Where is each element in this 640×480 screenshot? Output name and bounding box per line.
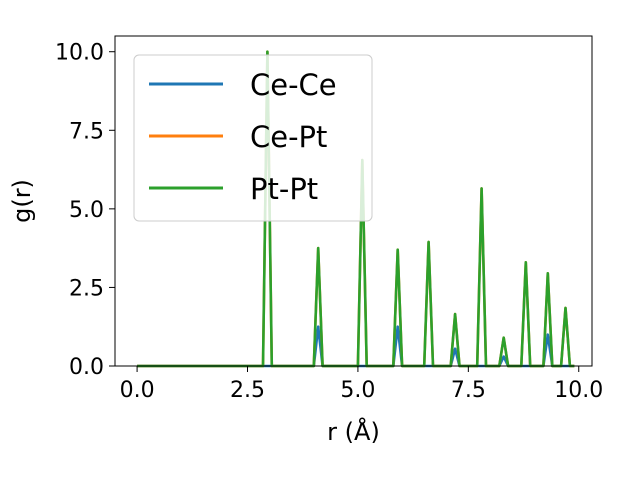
axes-frame (114, 35, 593, 367)
y-axis-label: g(r) (8, 179, 36, 223)
x-tick-label: 5.0 (340, 378, 375, 403)
y-tick-label: 2.5 (69, 276, 104, 301)
legend-label: Ce-Pt (250, 120, 327, 154)
x-tick-label: 2.5 (230, 378, 265, 403)
series-line-ce-ce (137, 325, 575, 368)
legend-label: Ce-Ce (250, 68, 337, 102)
y-tick-label: 0.0 (69, 355, 104, 380)
legend: Ce-Ce Ce-Pt Pt-Pt (133, 54, 373, 222)
x-tick-label: 7.5 (451, 378, 486, 403)
x-axis-ticks: 0.0 2.5 5.0 7.5 10.0 (120, 366, 603, 403)
y-axis-ticks: 0.0 2.5 5.0 7.5 10.0 (55, 41, 115, 380)
legend-label: Pt-Pt (250, 172, 318, 206)
legend-box (133, 54, 373, 222)
series-layer (137, 50, 575, 368)
y-tick-label: 10.0 (55, 41, 104, 66)
x-axis-label: r (Å) (327, 417, 380, 446)
series-line-pt-pt (137, 50, 575, 368)
y-tick-label: 7.5 (69, 119, 104, 144)
x-tick-label: 10.0 (554, 378, 603, 403)
y-tick-label: 5.0 (69, 198, 104, 223)
x-tick-label: 0.0 (120, 378, 155, 403)
